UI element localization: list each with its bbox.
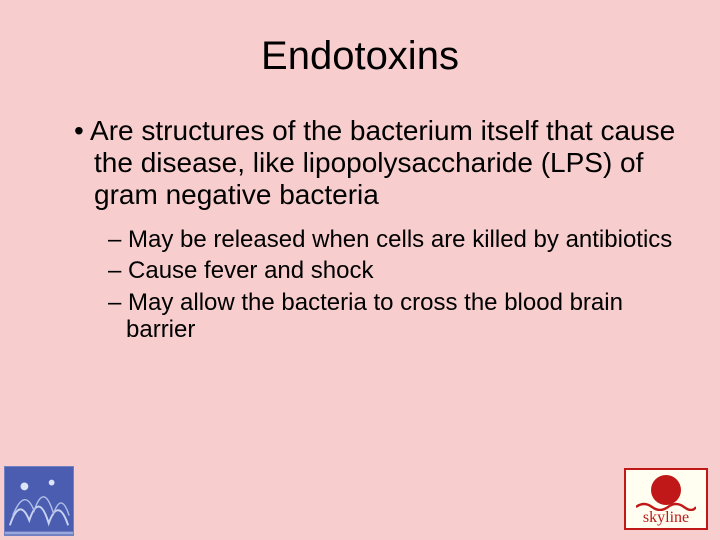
illustration-icon bbox=[5, 467, 73, 535]
sub-bullet-list: May be released when cells are killed by… bbox=[108, 226, 680, 344]
slide: Endotoxins Are structures of the bacteri… bbox=[0, 0, 720, 540]
slide-title: Endotoxins bbox=[40, 34, 680, 79]
bullet-level2: Cause fever and shock bbox=[108, 257, 680, 285]
bullet-level1: Are structures of the bacterium itself t… bbox=[74, 115, 680, 212]
bullet-level2: May be released when cells are killed by… bbox=[108, 226, 680, 254]
bullet-level2-text: May be released when cells are killed by… bbox=[128, 226, 672, 253]
bullet-level2: May allow the bacteria to cross the bloo… bbox=[108, 289, 680, 344]
bullet-level2-text: May allow the bacteria to cross the bloo… bbox=[126, 289, 623, 344]
bullet-level2-text: Cause fever and shock bbox=[128, 257, 373, 284]
skyline-label: skyline bbox=[643, 510, 689, 526]
decorative-image-icon bbox=[4, 466, 74, 536]
bullet-level1-text: Are structures of the bacterium itself t… bbox=[90, 115, 675, 210]
skyline-logo: skyline bbox=[624, 468, 708, 530]
sun-icon bbox=[651, 475, 681, 505]
